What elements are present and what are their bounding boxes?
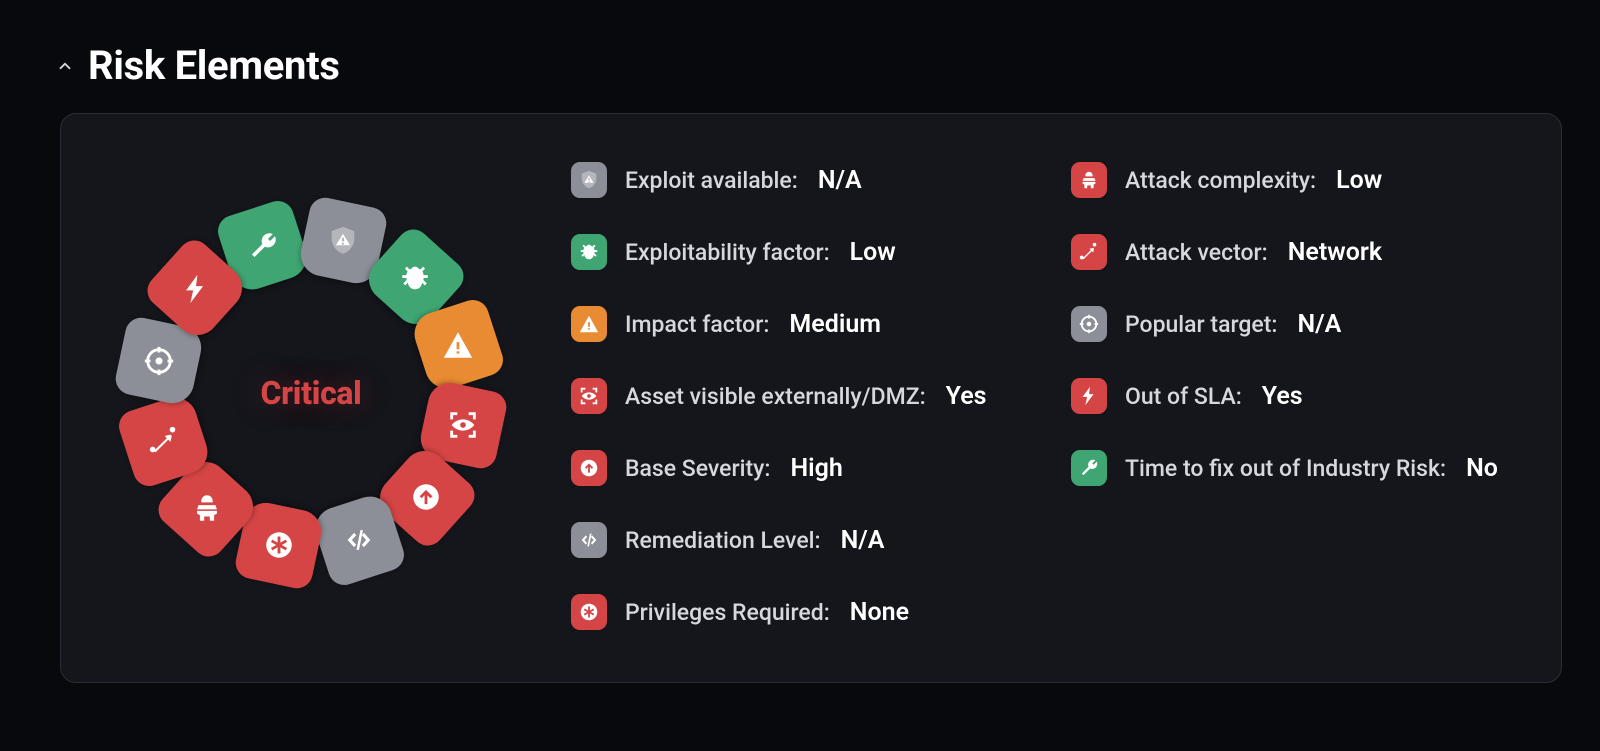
risk-factor-row: Popular target: N/A: [1071, 306, 1531, 342]
bug-icon: [571, 234, 607, 270]
risk-factor-row: Remediation Level: N/A: [571, 522, 1031, 558]
bolt-icon: [179, 272, 213, 306]
risk-wheel-center-label: Critical: [260, 374, 361, 412]
section-title: Risk Elements: [88, 42, 340, 89]
risk-wheel: Critical: [111, 154, 511, 632]
hacker-icon: [190, 491, 224, 525]
risk-factor-row: Exploitability factor: Low: [571, 234, 1031, 270]
risk-factor-value: N/A: [841, 526, 885, 555]
risk-factor-row: Out of SLA: Yes: [1071, 378, 1531, 414]
risk-factors-column-left: Exploit available: N/A Exploitability fact…: [571, 162, 1031, 632]
risk-factor-row: Time to fix out of Industry Risk: No: [1071, 450, 1531, 486]
risk-factor-row: Attack complexity: Low: [1071, 162, 1531, 198]
chevron-up-icon: [56, 57, 74, 75]
risk-factor-value: No: [1466, 454, 1498, 483]
risk-factor-value: Yes: [946, 382, 987, 411]
risk-factor-value: Low: [850, 238, 896, 267]
code-icon: [342, 523, 376, 557]
risk-factor-value: Medium: [789, 310, 881, 339]
risk-factor-label: Privileges Required:: [625, 599, 830, 626]
eye-scan-icon: [571, 378, 607, 414]
shield-alert-icon: [571, 162, 607, 198]
code-icon: [571, 522, 607, 558]
risk-factor-label: Attack vector:: [1125, 239, 1268, 266]
eye-scan-icon: [446, 408, 480, 442]
risk-factor-value: Low: [1336, 166, 1382, 195]
risk-factor-label: Attack complexity:: [1125, 167, 1316, 194]
bug-icon: [398, 261, 432, 295]
risk-factor-row: Attack vector: Network: [1071, 234, 1531, 270]
risk-factor-value: N/A: [818, 166, 862, 195]
risk-factor-value: N/A: [1297, 310, 1341, 339]
risk-factor-label: Asset visible externally/DMZ:: [625, 383, 926, 410]
risk-factor-row: Privileges Required: None: [571, 594, 1031, 630]
risk-factor-label: Base Severity:: [625, 455, 770, 482]
hacker-icon: [1071, 162, 1107, 198]
wrench-icon: [1071, 450, 1107, 486]
risk-factor-row: Asset visible externally/DMZ: Yes: [571, 378, 1031, 414]
risk-factor-row: Base Severity: High: [571, 450, 1031, 486]
risk-elements-card: Critical Exploit available: N/A Exploitabi…: [60, 113, 1562, 683]
risk-factor-value: Network: [1288, 238, 1382, 267]
target-icon: [142, 344, 176, 378]
arrow-up-circle-icon: [571, 450, 607, 486]
risk-factor-label: Remediation Level:: [625, 527, 821, 554]
bolt-icon: [1071, 378, 1107, 414]
warning-icon: [571, 306, 607, 342]
shield-alert-icon: [326, 224, 360, 258]
arrow-up-circle-icon: [409, 480, 443, 514]
risk-factor-label: Exploit available:: [625, 167, 798, 194]
target-icon: [1071, 306, 1107, 342]
risk-factor-row: Exploit available: N/A: [571, 162, 1031, 198]
warning-icon: [441, 328, 475, 362]
risk-factor-label: Impact factor:: [625, 311, 769, 338]
risk-factor-label: Popular target:: [1125, 311, 1277, 338]
asterisk-icon: [571, 594, 607, 630]
wrench-icon: [246, 229, 280, 263]
risk-factors-column-right: Attack complexity: Low Attack vector: Netwo…: [1071, 162, 1531, 632]
vector-icon: [147, 424, 181, 458]
risk-factor-value: None: [850, 598, 909, 627]
risk-factor-label: Out of SLA:: [1125, 383, 1242, 410]
vector-icon: [1071, 234, 1107, 270]
risk-factor-label: Time to fix out of Industry Risk:: [1125, 455, 1446, 482]
asterisk-icon: [262, 528, 296, 562]
section-header[interactable]: Risk Elements: [0, 0, 1600, 89]
risk-factor-value: High: [790, 454, 842, 483]
risk-factor-value: Yes: [1262, 382, 1303, 411]
risk-factors: Exploit available: N/A Exploitability fact…: [571, 154, 1531, 632]
risk-factor-row: Impact factor: Medium: [571, 306, 1031, 342]
risk-factor-label: Exploitability factor:: [625, 239, 830, 266]
